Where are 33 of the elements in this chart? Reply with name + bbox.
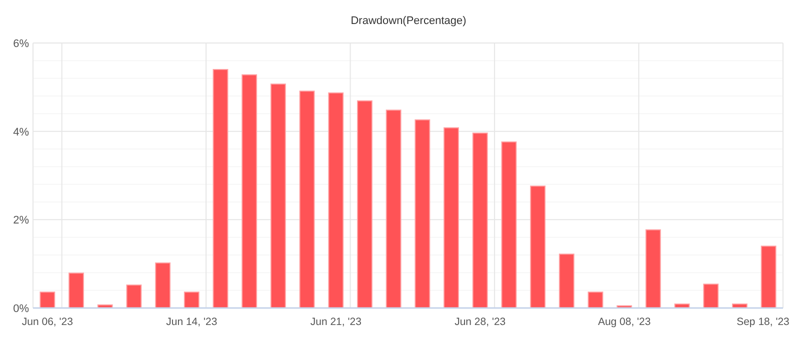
bar bbox=[357, 100, 372, 308]
bar bbox=[588, 292, 604, 308]
y-tick-label: 0% bbox=[13, 303, 30, 315]
bar bbox=[414, 119, 430, 308]
y-tick-label: 4% bbox=[13, 126, 30, 138]
bar bbox=[444, 127, 459, 308]
x-tick-label: Jun 06, '23 bbox=[22, 316, 74, 328]
bar bbox=[530, 186, 546, 308]
bar bbox=[299, 90, 315, 308]
bar bbox=[126, 284, 142, 308]
bar bbox=[270, 84, 286, 308]
bar bbox=[558, 254, 574, 308]
bar bbox=[242, 74, 258, 308]
bar bbox=[212, 69, 228, 308]
x-tick-label: Jun 14, '23 bbox=[166, 316, 218, 328]
bar bbox=[184, 292, 200, 308]
y-tick-label: 2% bbox=[13, 214, 30, 227]
bar bbox=[386, 110, 402, 308]
chart-title: Drawdown(Percentage) bbox=[350, 15, 466, 27]
x-tick-label: Jun 28, '23 bbox=[454, 316, 506, 328]
y-tick-label: 6% bbox=[13, 38, 30, 50]
x-tick-label: Aug 08, '23 bbox=[598, 316, 651, 328]
bar bbox=[40, 292, 56, 308]
x-tick-label: Sep 18, '23 bbox=[736, 316, 790, 328]
bar bbox=[328, 92, 344, 308]
bar bbox=[472, 132, 488, 308]
bar bbox=[645, 229, 661, 308]
bar bbox=[155, 262, 171, 308]
bar bbox=[501, 141, 517, 308]
bar bbox=[760, 246, 776, 308]
x-tick-label: Jun 21, '23 bbox=[310, 316, 362, 328]
bar bbox=[68, 272, 84, 308]
bar bbox=[703, 284, 719, 308]
